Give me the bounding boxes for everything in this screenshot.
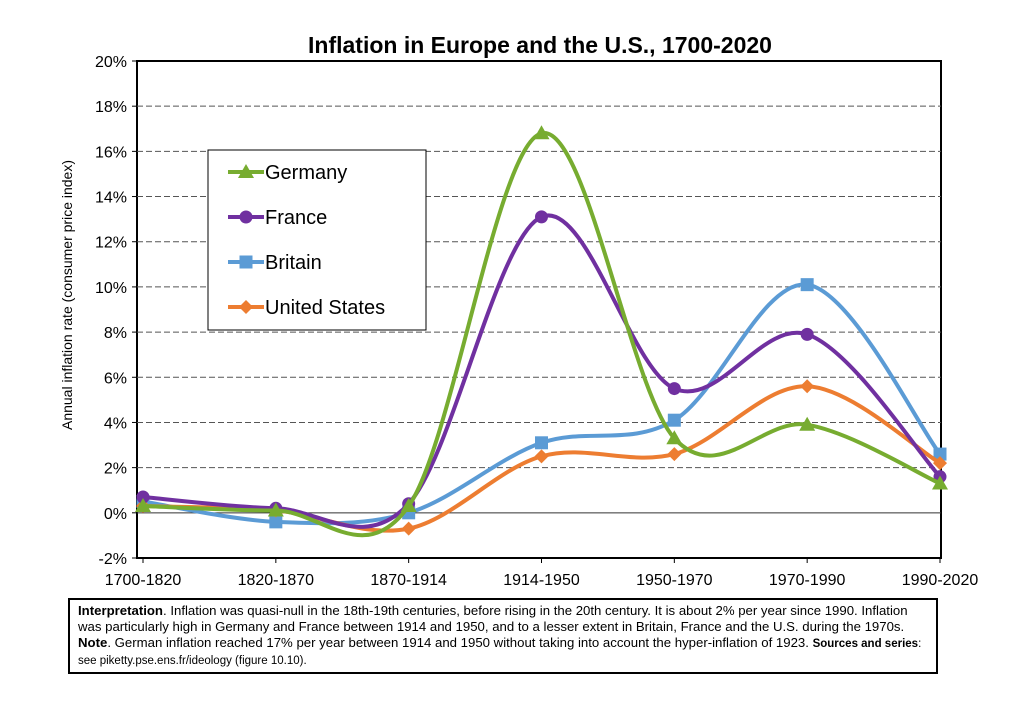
sources-text: : see piketty.pse.ens.fr/ideology (figur… (78, 637, 922, 668)
note-lead: Interpretation (78, 603, 163, 618)
y-tick-labels: -2% 0% 2% 4% 6% 8% 10% 12% 14% 16% 18% 20% (95, 54, 137, 568)
note-label: Note (78, 634, 108, 650)
legend-item: United States (228, 297, 385, 319)
sources-label: Sources and series (812, 637, 919, 650)
data-point (799, 416, 816, 431)
data-point (933, 456, 947, 471)
data-point (136, 490, 150, 504)
legend-label: France (265, 207, 327, 229)
data-point (800, 379, 815, 394)
x-tick-label: 1990-2020 (902, 572, 979, 589)
data-point (800, 278, 814, 292)
data-point (400, 498, 417, 513)
legend-marker (239, 210, 253, 224)
legend-marker (238, 164, 254, 178)
data-point (269, 515, 283, 529)
y-tick-label: 16% (95, 144, 127, 161)
data-point (667, 413, 681, 427)
data-point (667, 382, 681, 396)
y-tick-label: 18% (95, 99, 127, 116)
data-point (535, 210, 548, 224)
data-point (800, 327, 814, 341)
data-point (534, 449, 549, 464)
x-tick-label: 1950-1970 (636, 572, 713, 589)
interpretation-note: Interpretation. Inflation was quasi-null… (68, 598, 938, 674)
legend-label: Britain (265, 252, 322, 274)
y-tick-label: -2% (99, 551, 127, 568)
chart-title: Inflation in Europe and the U.S., 1700-2… (308, 32, 772, 58)
data-point (932, 475, 948, 490)
series-layer (135, 125, 948, 538)
x-tick-labels: 1700-1820 1820-1870 1870-1914 1914-1950 1950… (105, 558, 979, 589)
x-tick-label: 1700-1820 (105, 572, 182, 589)
data-point (267, 502, 284, 517)
legend-item: Britain (228, 252, 322, 274)
y-tick-label: 6% (104, 370, 127, 387)
y-tick-label: 14% (95, 190, 127, 207)
legend-item: Germany (228, 162, 347, 184)
legend-marker (239, 300, 253, 314)
data-point (401, 521, 416, 536)
y-tick-label: 10% (95, 280, 127, 297)
x-tick-label: 1870-1914 (370, 572, 447, 589)
note-text-2: . German inflation reached 17% per year … (107, 634, 813, 650)
data-point (535, 436, 548, 450)
data-point (667, 447, 682, 462)
plot-area-border (136, 60, 942, 559)
data-point (533, 125, 550, 140)
legend: Germany France Britain United States (207, 149, 427, 331)
y-tick-label: 12% (95, 235, 127, 252)
data-point (135, 498, 151, 513)
data-point (666, 430, 683, 445)
x-tick-label: 1914-1950 (503, 572, 580, 589)
legend-label: Germany (265, 162, 347, 184)
legend-label: United States (265, 297, 385, 319)
y-tick-label: 20% (95, 54, 127, 71)
legend-box (207, 149, 427, 331)
series-germany (135, 125, 948, 538)
y-tick-label: 0% (104, 506, 127, 523)
x-tick-label: 1820-1870 (238, 572, 315, 589)
y-tick-label: 4% (104, 415, 127, 432)
legend-item: France (228, 207, 327, 229)
data-point (933, 447, 947, 461)
legend-marker (239, 255, 253, 269)
y-tick-label: 8% (104, 325, 127, 342)
note-text-1: . Inflation was quasi-null in the 18th-1… (78, 603, 908, 634)
y-axis-label: Annual inflation rate (consumer price in… (59, 160, 75, 430)
x-tick-label: 1970-1990 (769, 572, 846, 589)
y-tick-label: 2% (104, 461, 127, 478)
